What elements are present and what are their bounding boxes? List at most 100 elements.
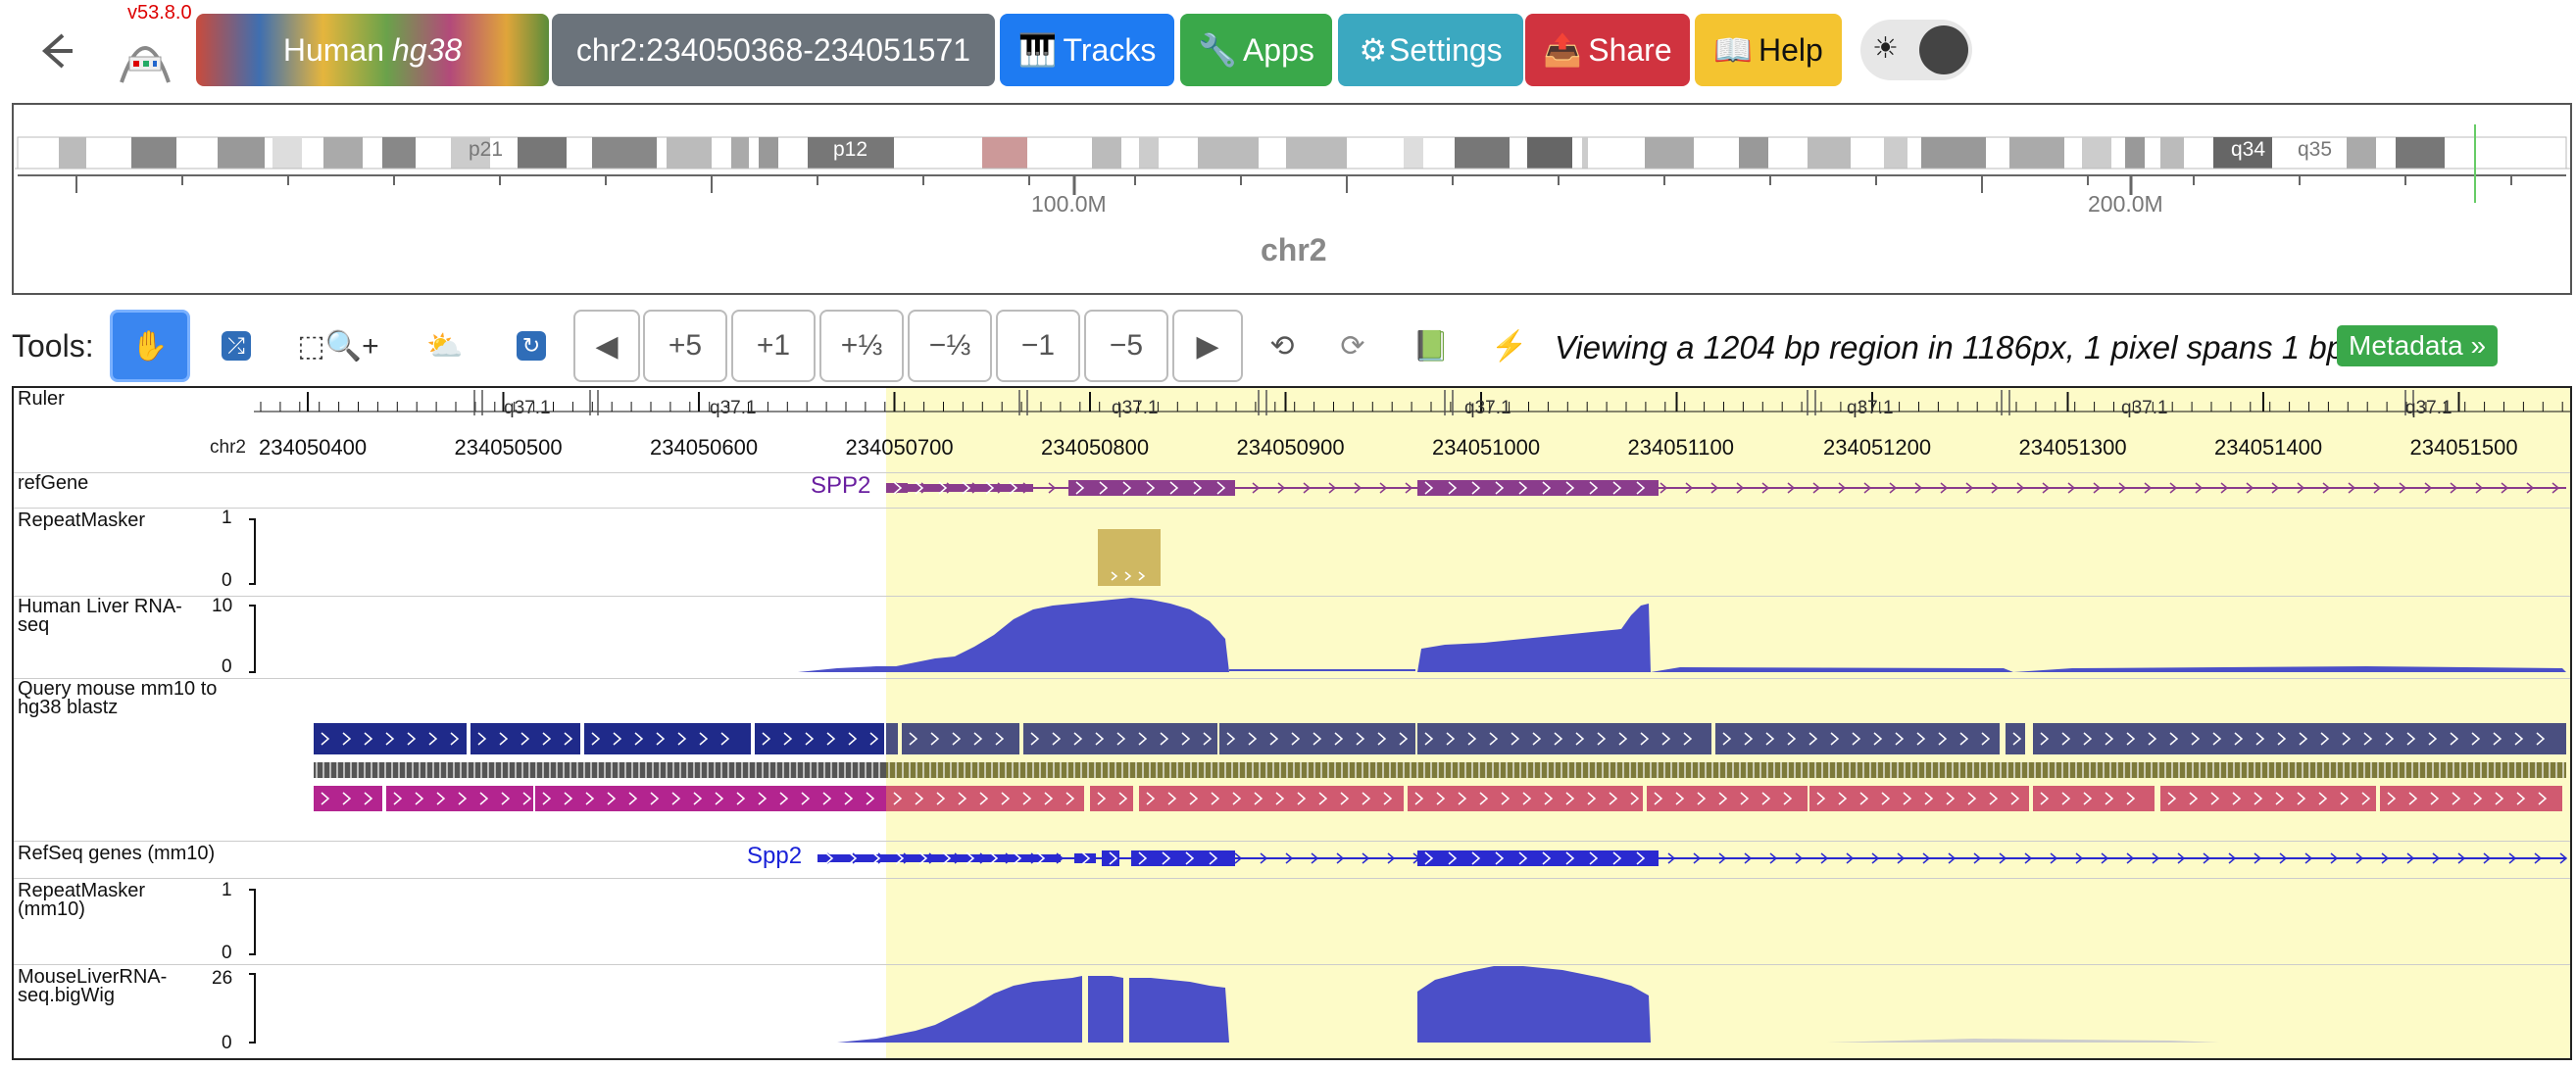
refgene-strand-chevron — [1277, 482, 1286, 494]
region-zoom-button[interactable]: ⬚🔍+ — [284, 310, 392, 382]
blast-dark-row-block — [314, 723, 467, 754]
blast-magenta-row-chevron — [2340, 792, 2350, 805]
redo-button[interactable]: ⟳ — [1317, 310, 1388, 382]
track-label-repeatmasker-mm10[interactable]: RepeatMasker (mm10) — [18, 880, 146, 920]
track-label-refseq-mm10[interactable]: RefSeq genes (mm10) — [18, 843, 216, 864]
track-label-human-liver-rnaseq[interactable]: Human Liver RNA-seq — [18, 596, 182, 636]
pan-left-button[interactable]: ◀ — [573, 310, 640, 382]
mm10-gene-strand-chevron — [2406, 852, 2415, 864]
track-label-refgene[interactable]: refGene — [18, 472, 89, 494]
theme-toggle[interactable]: ☀ — [1860, 20, 1972, 80]
flash-button[interactable]: ⚡ — [1470, 310, 1549, 382]
blast-dark-row-chevron — [1683, 732, 1693, 746]
help-button[interactable]: 📖 Help — [1695, 14, 1842, 86]
track-label-mouse-liver-rnaseq[interactable]: MouseLiverRNA-seq.bigWig — [18, 966, 168, 1006]
pan-right-button[interactable]: ▶ — [1172, 310, 1243, 382]
ideogram-panel[interactable]: p21 p12 q34 q35 100.0M 200.0M chr2 — [12, 103, 2572, 295]
mm10-gene-exon-chevron — [1542, 851, 1552, 865]
back-arrow-icon[interactable] — [33, 29, 76, 73]
blast-dark-row-chevron — [2105, 732, 2114, 746]
blast-dark-row-chevron — [2083, 732, 2093, 746]
tools-label: Tools: — [12, 328, 94, 364]
zoom-in-third-button[interactable]: +⅓ — [819, 310, 904, 382]
refresh-tool-button[interactable]: ↻ — [490, 310, 572, 382]
track-label-repeatmasker[interactable]: RepeatMasker — [18, 510, 146, 531]
blast-magenta-row-chevron — [1924, 792, 1934, 805]
refgene-strand-chevron — [2118, 482, 2127, 494]
blast-magenta-row-chevron — [364, 792, 373, 805]
refgene-exon-chevron — [1542, 481, 1552, 495]
settings-label: Settings — [1389, 31, 1503, 68]
blast-magenta-row-chevron — [1859, 792, 1869, 805]
mm10-gene-strand-chevron — [2024, 852, 2033, 864]
redo-icon: ⟳ — [1340, 329, 1365, 363]
refgene-strand-chevron — [2016, 482, 2025, 494]
mm10-gene-exon-chevron — [1518, 851, 1528, 865]
refgene-gene-label[interactable]: SPP2 — [811, 472, 871, 499]
blast-magenta-row-chevron — [2010, 792, 2020, 805]
track-canvas[interactable] — [14, 388, 2570, 1058]
weather-tool-button[interactable]: ⛅ — [404, 310, 486, 382]
tracks-button[interactable]: 🎹 Tracks — [1000, 14, 1174, 86]
bookmark-button[interactable]: 📗 — [1392, 310, 1470, 382]
settings-button[interactable]: ⚙ Settings — [1338, 14, 1523, 86]
blast-magenta-row-block — [1408, 786, 1643, 811]
blast-magenta-row-chevron — [1458, 792, 1467, 805]
rnaseq-peak-2 — [1417, 604, 1651, 672]
genome-button[interactable]: Human hg38 — [196, 14, 549, 86]
zoom-in-5-button[interactable]: +5 — [643, 310, 727, 382]
zoom-in-1-button[interactable]: +1 — [731, 310, 816, 382]
blast-magenta-row-chevron — [671, 792, 681, 805]
mm10-gene-strand-chevron — [2075, 852, 2084, 864]
refgene-strand-chevron — [2169, 482, 2178, 494]
blast-dark-row-chevron — [848, 732, 858, 746]
ruler-tick-label: 234051500 — [2409, 435, 2518, 460]
rmsk-ymax: 1 — [222, 508, 232, 528]
blast-dark-row-chevron — [995, 732, 1005, 746]
zoom-in-5-label: +5 — [668, 329, 703, 362]
track-label-ruler[interactable]: Ruler — [18, 388, 65, 410]
refgene-exon-chevron — [1424, 481, 1434, 495]
blast-magenta-row-chevron — [1544, 792, 1554, 805]
refgene-strand-chevron — [1252, 482, 1261, 494]
app-logo[interactable]: v53.8.0 — [110, 2, 192, 86]
ideogram-band — [1455, 137, 1510, 169]
green-book-icon: 📗 — [1412, 329, 1450, 363]
share-button[interactable]: 📤 Share — [1525, 14, 1690, 86]
mm10-gene-strand-chevron — [1744, 852, 1753, 864]
zoom-out-1-label: −1 — [1020, 329, 1056, 362]
metadata-button[interactable]: Metadata » — [2337, 325, 2499, 366]
shuffle-tool-button[interactable]: ⤮ — [196, 310, 276, 382]
blast-magenta-row-chevron — [1044, 792, 1054, 805]
blast-dark-row-chevron — [1981, 732, 1991, 746]
apps-button[interactable]: 🔧 Apps — [1180, 14, 1332, 86]
blast-magenta-row-chevron — [2040, 792, 2050, 805]
blast-dark-row-chevron — [1313, 732, 1322, 746]
track-label-query-mouse-blastz[interactable]: Query mouse mm10 to hg38 blastz — [18, 678, 218, 718]
blast-dark-row-chevron — [613, 732, 622, 746]
track-panel[interactable]: Ruler refGene RepeatMasker Human Liver R… — [12, 386, 2572, 1060]
ideogram-band — [2347, 137, 2376, 169]
zoom-out-third-button[interactable]: −⅓ — [908, 310, 992, 382]
mm10-gene-label[interactable]: Spp2 — [747, 843, 803, 869]
mm10-gene-exon-chevron — [1162, 851, 1171, 865]
blast-magenta-row-chevron — [1383, 792, 1393, 805]
blast-dark-row-chevron — [1808, 732, 1818, 746]
cloud-sun-icon: ⛅ — [426, 329, 464, 363]
refgene-exon-chevron — [1099, 481, 1109, 495]
blast-magenta-row-chevron — [936, 792, 946, 805]
refgene-exon-chevron — [1216, 481, 1226, 495]
rmsk-axis — [249, 518, 256, 585]
zoom-out-5-button[interactable]: −5 — [1084, 310, 1168, 382]
zoom-out-1-button[interactable]: −1 — [996, 310, 1080, 382]
blast-magenta-row-chevron — [564, 792, 573, 805]
blast-magenta-row-chevron — [1654, 792, 1663, 805]
blast-magenta-row-chevron — [736, 792, 746, 805]
pan-tool-button[interactable]: ✋ — [110, 310, 190, 382]
blast-dark-row-chevron — [1873, 732, 1883, 746]
blast-magenta-row-chevron — [1065, 792, 1075, 805]
gear-icon: ⚙ — [1359, 32, 1388, 68]
mm10-gene-exon-chevron — [1424, 851, 1434, 865]
undo-button[interactable]: ⟲ — [1247, 310, 1317, 382]
locus-button[interactable]: chr2:234050368-234051571 — [552, 14, 995, 86]
